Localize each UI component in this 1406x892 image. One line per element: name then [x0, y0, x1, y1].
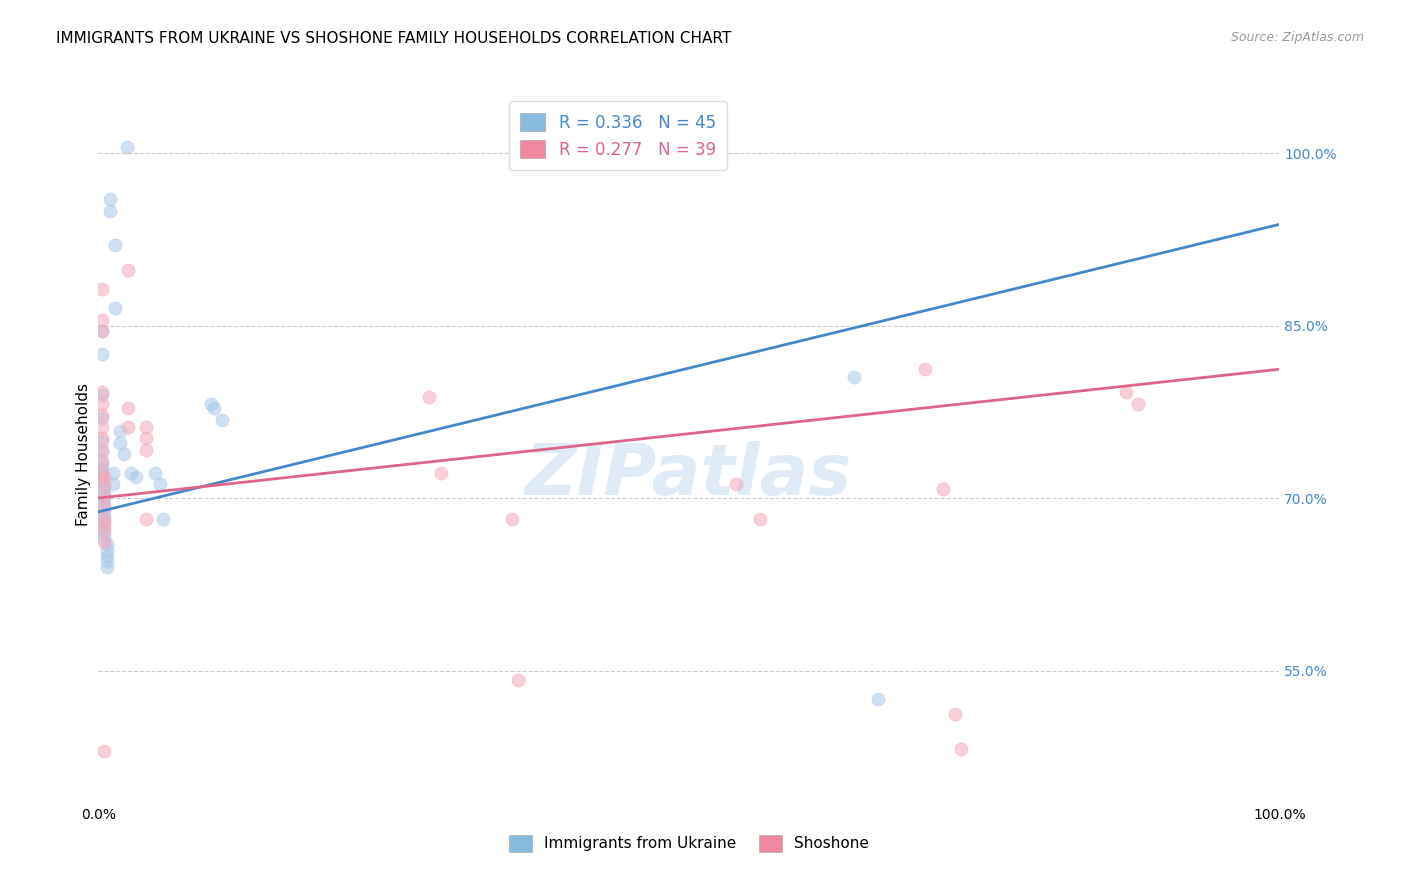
Point	[98, 192, 121, 206]
Point	[418, 390, 440, 404]
Point	[91, 434, 114, 448]
Point	[93, 744, 115, 758]
Point	[1126, 397, 1149, 411]
Point	[125, 470, 148, 484]
Point	[115, 140, 138, 154]
Point	[93, 523, 115, 537]
Point	[866, 692, 889, 706]
Point	[949, 741, 972, 756]
Point	[91, 324, 114, 338]
Point	[91, 468, 114, 483]
Point	[1115, 385, 1137, 400]
Point	[93, 485, 115, 500]
Point	[93, 470, 115, 484]
Point	[91, 457, 114, 471]
Point	[914, 362, 936, 376]
Point	[91, 445, 114, 459]
Point	[202, 401, 225, 416]
Point	[91, 462, 114, 476]
Point	[117, 401, 139, 416]
Point	[200, 397, 222, 411]
Point	[93, 512, 115, 526]
Point	[91, 282, 114, 296]
Point	[91, 431, 114, 445]
Legend: Immigrants from Ukraine, Shoshone: Immigrants from Ukraine, Shoshone	[503, 829, 875, 858]
Point	[104, 301, 127, 316]
Point	[93, 514, 115, 528]
Point	[91, 324, 114, 338]
Point	[943, 707, 966, 722]
Point	[91, 442, 114, 457]
Y-axis label: Family Households: Family Households	[76, 384, 91, 526]
Point	[93, 500, 115, 515]
Point	[121, 466, 143, 480]
Text: ZIPatlas: ZIPatlas	[526, 442, 852, 510]
Point	[93, 479, 115, 493]
Point	[108, 425, 131, 439]
Point	[93, 525, 115, 540]
Point	[93, 491, 115, 505]
Point	[93, 516, 115, 531]
Point	[117, 263, 139, 277]
Point	[101, 477, 124, 491]
Point	[104, 238, 127, 252]
Point	[91, 466, 114, 480]
Point	[91, 409, 114, 423]
Point	[91, 385, 114, 400]
Point	[135, 442, 157, 457]
Point	[96, 542, 118, 557]
Point	[98, 203, 121, 218]
Point	[725, 477, 748, 491]
Point	[152, 512, 174, 526]
Point	[91, 387, 114, 401]
Point	[211, 413, 233, 427]
Point	[135, 419, 157, 434]
Point	[501, 512, 523, 526]
Point	[93, 502, 115, 516]
Point	[96, 554, 118, 568]
Point	[93, 520, 115, 534]
Point	[91, 313, 114, 327]
Point	[96, 549, 118, 563]
Point	[143, 466, 166, 480]
Point	[93, 508, 115, 523]
Point	[96, 537, 118, 551]
Point	[149, 477, 172, 491]
Point	[91, 419, 114, 434]
Point	[108, 435, 131, 450]
Point	[430, 466, 453, 480]
Point	[91, 397, 114, 411]
Point	[96, 560, 118, 574]
Point	[135, 431, 157, 445]
Point	[93, 531, 115, 545]
Point	[112, 447, 135, 461]
Point	[932, 482, 955, 496]
Point	[91, 474, 114, 488]
Point	[93, 534, 115, 549]
Point	[91, 347, 114, 361]
Point	[93, 489, 115, 503]
Point	[506, 673, 529, 687]
Text: Source: ZipAtlas.com: Source: ZipAtlas.com	[1230, 31, 1364, 45]
Point	[135, 512, 157, 526]
Point	[844, 370, 866, 384]
Point	[93, 497, 115, 511]
Text: IMMIGRANTS FROM UKRAINE VS SHOSHONE FAMILY HOUSEHOLDS CORRELATION CHART: IMMIGRANTS FROM UKRAINE VS SHOSHONE FAMI…	[56, 31, 731, 46]
Point	[748, 512, 770, 526]
Point	[101, 466, 124, 480]
Point	[93, 477, 115, 491]
Point	[117, 419, 139, 434]
Point	[91, 410, 114, 425]
Point	[91, 454, 114, 468]
